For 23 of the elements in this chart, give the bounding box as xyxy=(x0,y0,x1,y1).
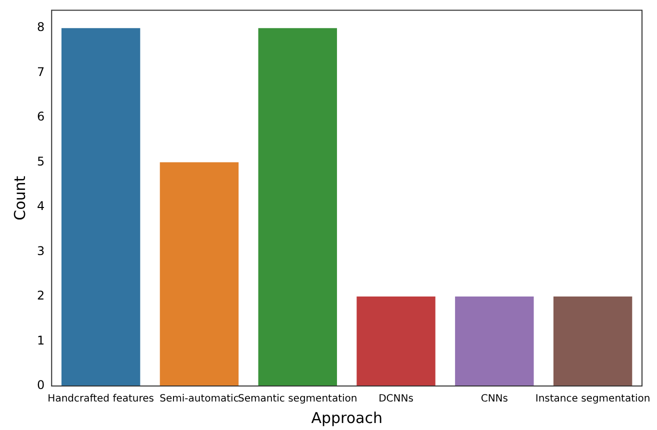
x-tick-label: Instance segmentation xyxy=(535,394,650,405)
y-tick-label: 2 xyxy=(36,288,45,303)
y-tick-label: 8 xyxy=(36,20,45,34)
x-tick-label: Semi-automatic xyxy=(160,394,239,405)
y-tick-label: 4 xyxy=(36,199,45,214)
x-axis-title: Approach xyxy=(311,408,382,427)
x-tick-label: Handcrafted features xyxy=(48,394,154,405)
y-tick-label: 1 xyxy=(36,333,45,348)
bar xyxy=(61,28,140,386)
y-tick-label: 0 xyxy=(36,378,45,392)
y-axis-title: Count xyxy=(10,176,29,220)
x-tick-label: Semantic segmentation xyxy=(238,394,358,405)
bar xyxy=(160,162,239,386)
y-tick-label: 7 xyxy=(36,64,45,79)
bar xyxy=(258,28,337,386)
x-tick-label: CNNs xyxy=(480,394,508,405)
x-tick-label: DCNNs xyxy=(378,394,414,405)
bar xyxy=(553,296,632,386)
bar xyxy=(356,296,436,386)
y-tick-label: 3 xyxy=(36,244,45,258)
bar xyxy=(455,296,534,386)
y-tick-label: 5 xyxy=(36,154,45,168)
y-tick-label: 6 xyxy=(36,110,45,124)
